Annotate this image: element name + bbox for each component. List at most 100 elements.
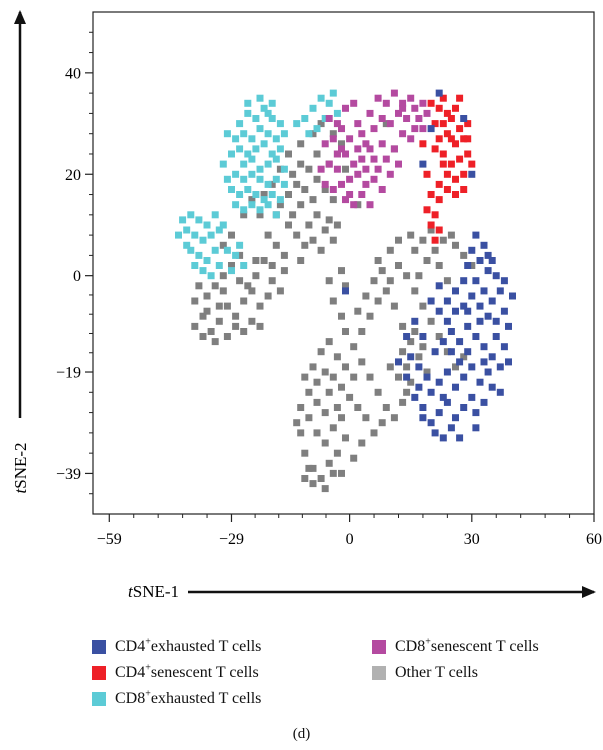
scatter-point-cd4-exhausted (460, 115, 468, 122)
scatter-point-cd8-exhausted (203, 221, 211, 229)
scatter-point-other (395, 236, 402, 244)
scatter-point-cd8-exhausted (276, 120, 284, 128)
legend-swatch-cd8-senescent (372, 640, 386, 654)
scatter-point-other (423, 257, 431, 264)
scatter-point-other (195, 282, 203, 290)
scatter-point-other (219, 287, 227, 295)
scatter-point-other (285, 191, 292, 198)
scatter-point-other (211, 338, 219, 346)
scatter-point-other (223, 302, 231, 310)
scatter-point-cd8-senescent (378, 140, 386, 148)
scatter-point-cd4-exhausted (476, 257, 484, 264)
scatter-point-other (411, 246, 419, 254)
scatter-point-cd8-exhausted (199, 267, 207, 275)
scatter-point-other (386, 277, 394, 285)
scatter-point-other (333, 449, 341, 457)
scatter-point-other (203, 307, 211, 315)
scatter-point-other (268, 262, 276, 269)
scatter-point-cd8-senescent (382, 155, 390, 163)
legend-swatch-cd8-exhausted (92, 692, 106, 706)
scatter-point-cd8-senescent (411, 125, 419, 133)
scatter-point-cd8-exhausted (256, 125, 264, 133)
scatter-point-cd8-exhausted (240, 160, 248, 168)
scatter-point-other (329, 236, 337, 244)
scatter-point-cd8-exhausted (223, 175, 231, 183)
scatter-point-other (236, 251, 244, 259)
scatter-point-other (342, 282, 349, 290)
scatter-point-other (443, 277, 451, 285)
scatter-point-cd8-exhausted (228, 150, 235, 158)
scatter-point-cd4-senescent (464, 150, 472, 158)
legend-item-cd4-senescent: CD4+senescent T cells (92, 662, 259, 682)
scatter-point-cd8-exhausted (219, 221, 227, 229)
scatter-point-other (329, 373, 337, 381)
scatter-point-cd8-senescent (333, 165, 341, 173)
scatter-point-other (228, 231, 235, 239)
legend-swatch-other (372, 666, 386, 680)
scatter-point-other (333, 404, 341, 411)
scatter-point-cd8-exhausted (248, 170, 256, 178)
scatter-point-other (374, 297, 382, 305)
scatter-point-cd8-senescent (321, 140, 329, 148)
scatter-point-cd8-senescent (419, 99, 427, 107)
legend-label-cd4-senescent: CD4+senescent T cells (115, 662, 259, 681)
scatter-point-cd8-senescent (338, 180, 345, 188)
scatter-point-cd4-exhausted (447, 424, 455, 432)
scatter-point-other (219, 272, 227, 280)
scatter-point-cd8-senescent (366, 145, 374, 153)
scatter-point-cd4-exhausted (496, 388, 504, 396)
x-axis-label-italic: t (128, 582, 134, 601)
scatter-point-cd4-senescent (435, 104, 443, 112)
scatter-point-other (399, 322, 407, 330)
scatter-point-cd4-exhausted (464, 307, 472, 315)
scatter-point-other (395, 262, 402, 269)
scatter-point-other (407, 231, 415, 239)
scatter-point-cd4-exhausted (468, 246, 476, 254)
scatter-point-other (415, 272, 423, 280)
scatter-point-other (305, 464, 313, 472)
scatter-point-cd4-senescent (452, 191, 459, 198)
scatter-point-cd8-senescent (333, 150, 341, 158)
axes-layer: −59 −29 0 30 60 −39 −19 0 20 40 (56, 31, 602, 548)
scatter-point-cd4-exhausted (464, 322, 472, 330)
scatter-point-cd4-senescent (435, 196, 443, 204)
scatter-point-cd8-exhausted (183, 226, 191, 234)
scatter-point-other (325, 388, 333, 396)
scatter-point-cd8-senescent (403, 115, 411, 122)
scatter-point-cd4-senescent (456, 155, 464, 163)
scatter-point-cd8-senescent (321, 180, 329, 188)
scatter-point-cd4-exhausted (435, 89, 443, 97)
scatter-point-cd8-senescent (386, 120, 394, 128)
scatter-point-cd8-exhausted (187, 211, 195, 219)
scatter-point-cd8-senescent (395, 160, 402, 168)
scatter-point-cd4-exhausted (505, 358, 512, 366)
scatter-point-other (305, 221, 313, 229)
scatter-point-cd4-senescent (464, 120, 472, 128)
scatter-point-cd8-senescent (342, 196, 349, 204)
scatter-point-other (374, 388, 382, 396)
scatter-point-cd8-exhausted (207, 231, 215, 239)
scatter-point-other (321, 226, 329, 234)
scatter-point-cd8-senescent (378, 186, 386, 193)
scatter-point-cd4-exhausted (411, 317, 419, 325)
scatter-point-other (378, 419, 386, 427)
scatter-point-cd4-exhausted (443, 398, 451, 406)
y-axis-label-rest: SNE-2 (11, 442, 30, 488)
scatter-point-cd8-exhausted (260, 140, 268, 148)
scatter-point-cd8-senescent (338, 145, 345, 153)
scatter-point-cd8-exhausted (211, 246, 219, 254)
scatter-point-other (252, 272, 260, 280)
scatter-point-cd8-senescent (362, 180, 370, 188)
scatter-point-cd4-exhausted (468, 292, 476, 300)
scatter-point-cd8-senescent (399, 99, 407, 107)
scatter-point-cd4-exhausted (435, 409, 443, 417)
scatter-point-cd8-senescent (415, 115, 423, 122)
scatter-point-other (411, 287, 419, 295)
scatter-point-other (321, 368, 329, 376)
scatter-point-cd4-exhausted (427, 297, 435, 305)
scatter-point-other (309, 480, 317, 488)
scatter-point-cd4-exhausted (484, 267, 492, 275)
scatter-point-other (382, 120, 390, 128)
scatter-point-other (338, 414, 345, 422)
scatter-point-cd4-senescent (468, 160, 476, 168)
